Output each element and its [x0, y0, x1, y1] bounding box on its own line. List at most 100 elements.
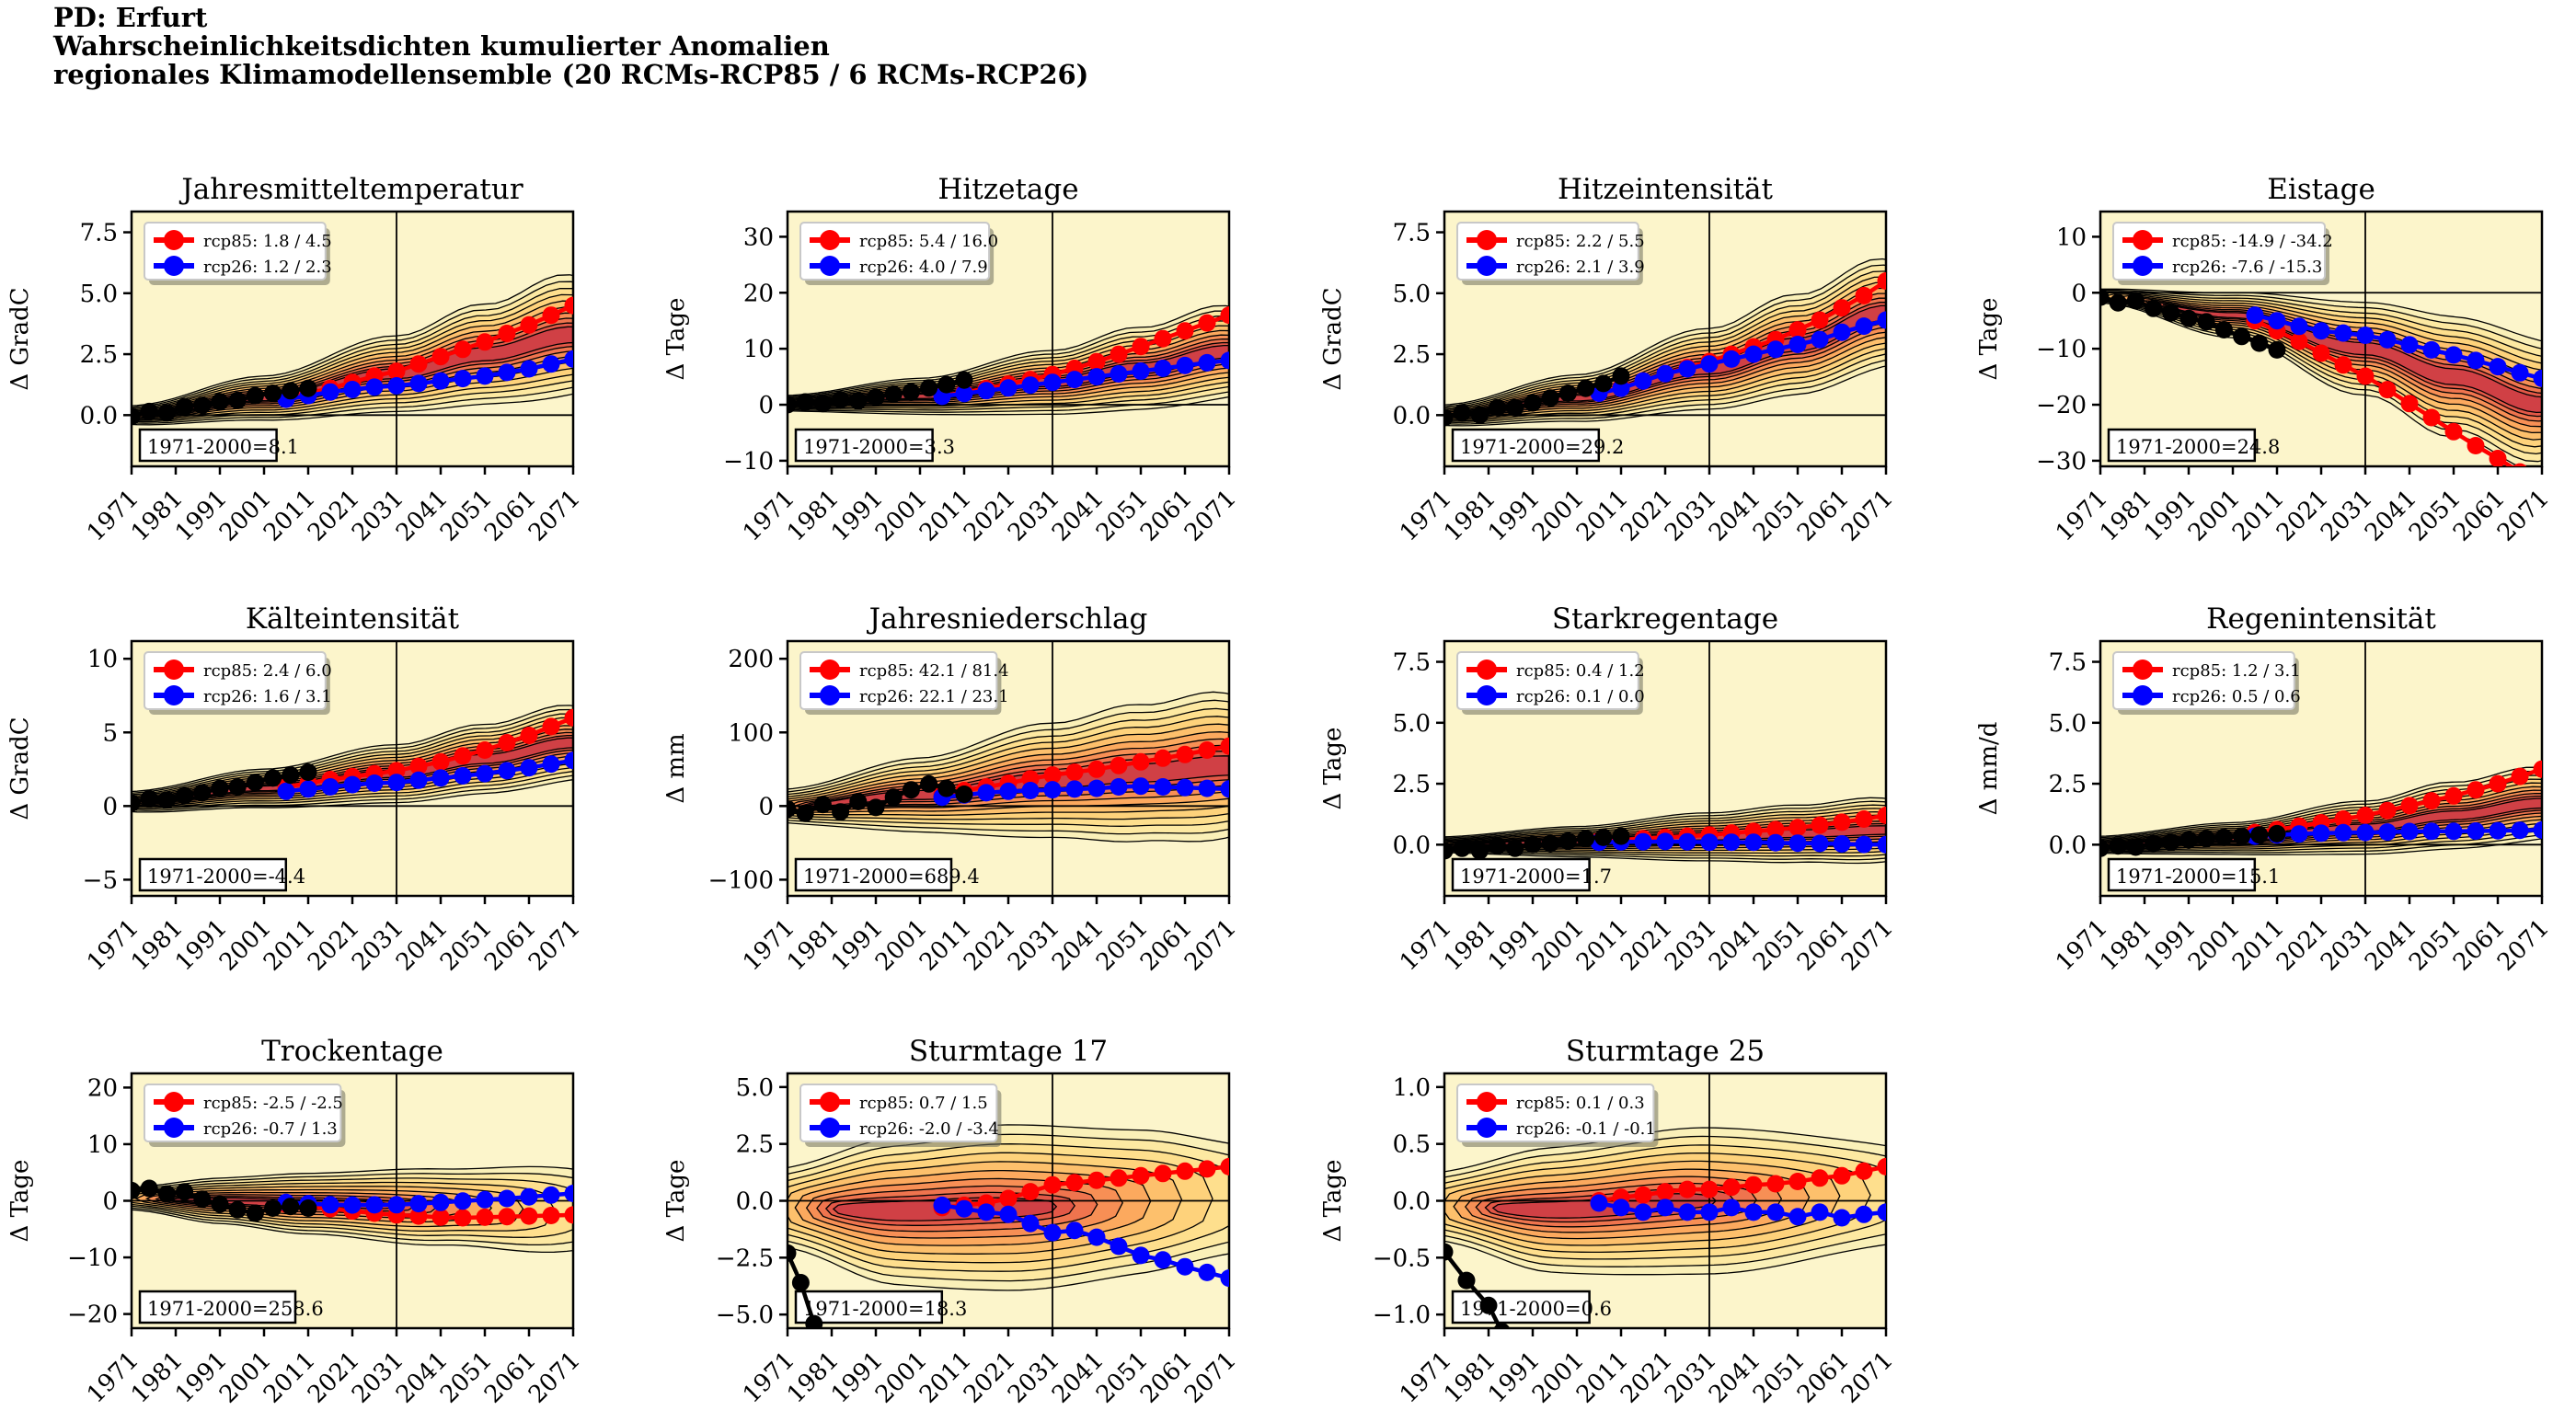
subplot-hitzetage: −100102030197119811991200120112021203120…	[662, 173, 1242, 547]
y-axis-label: Δ Tage	[1319, 1160, 1347, 1243]
rcp26-marker	[1722, 1198, 1741, 1217]
rcp85-marker	[564, 708, 573, 727]
observation-marker	[902, 781, 920, 799]
y-tick-label: −100	[708, 866, 774, 894]
y-tick-label: 2.5	[1393, 341, 1431, 369]
observation-marker	[282, 1198, 300, 1216]
subplot-title: Trockentage	[261, 1035, 443, 1068]
contour-band	[132, 306, 573, 419]
observation-marker	[937, 375, 956, 394]
rcp26-marker	[476, 367, 494, 385]
rcp85-marker	[498, 734, 516, 751]
y-axis-label: Δ Tage	[662, 298, 690, 381]
rcp26-marker	[1855, 1205, 1873, 1223]
legend: rcp85: 2.4 / 6.0 rcp26: 1.6 / 3.1	[144, 651, 332, 715]
rcp85-marker	[1043, 766, 1062, 785]
subplot-title: Eistage	[2267, 173, 2375, 206]
y-tick-label: −1.0	[1373, 1302, 1431, 1329]
rcp26-marker	[1021, 1214, 1040, 1233]
x-tick-label: 2071	[1179, 1347, 1242, 1409]
rcp85-marker	[2422, 792, 2441, 810]
observation-marker	[157, 791, 176, 809]
y-tick-label: 100	[728, 719, 774, 747]
rcp85-marker	[1877, 272, 1886, 290]
baseline-box: 1971-2000=15.1	[2107, 857, 2280, 892]
rcp26-marker	[1087, 1228, 1106, 1246]
legend: rcp85: 0.4 / 1.2 rcp26: 0.1 / 0.0	[1456, 651, 1645, 715]
baseline-label: 1971-2000=15.1	[2116, 866, 2280, 888]
rcp26-marker	[1766, 340, 1785, 359]
rcp85-marker	[1811, 1169, 1829, 1187]
baseline-label: 1971-2000=-4.4	[147, 866, 305, 888]
contour-band	[2131, 297, 2542, 428]
rcp26-marker	[2422, 340, 2441, 359]
rcp26-marker	[476, 1190, 494, 1209]
legend-rcp26-label: rcp26: 0.5 / 0.6	[2172, 687, 2301, 706]
rcp85-marker	[454, 1209, 472, 1227]
observation-marker	[2126, 838, 2145, 856]
rcp26-marker	[1087, 368, 1106, 386]
rcp26-marker	[454, 767, 472, 785]
rcp26-marker	[409, 374, 428, 393]
legend-rcp26-label: rcp26: -7.6 / -15.3	[2172, 258, 2322, 277]
rcp26-marker	[2489, 821, 2507, 840]
observation-marker	[2233, 327, 2251, 346]
rcp85-marker	[1766, 1175, 1785, 1193]
rcp85-marker	[476, 741, 494, 759]
observation-marker	[1506, 398, 1524, 417]
rcp85-marker	[2489, 450, 2507, 466]
observation-marker	[228, 1200, 247, 1219]
rcp26-marker	[955, 384, 973, 403]
observation-marker	[2197, 313, 2215, 331]
rcp26-marker	[1590, 1194, 1608, 1212]
rcp26-marker	[977, 784, 995, 802]
subplot-title: Hitzeintensität	[1558, 173, 1773, 206]
rcp26-marker	[321, 1196, 339, 1214]
rcp26-marker	[1766, 833, 1785, 852]
rcp85-marker	[1065, 1174, 1084, 1192]
observation-marker	[1470, 842, 1489, 860]
rcp26-marker	[1722, 350, 1741, 368]
y-tick-label: 20	[87, 1074, 118, 1102]
observation-marker	[813, 796, 832, 814]
observation-marker	[1558, 384, 1577, 402]
observation-marker	[299, 379, 317, 397]
observation-marker	[211, 779, 229, 797]
y-tick-label: 5	[102, 719, 118, 747]
rcp26-marker	[343, 381, 362, 398]
rcp26-marker	[387, 377, 406, 395]
observation-marker	[2268, 824, 2286, 843]
rcp26-marker	[2378, 330, 2397, 349]
y-axis-label: Δ Tage	[1319, 728, 1347, 810]
observation-marker	[1577, 830, 1595, 848]
rcp26-marker	[2290, 825, 2308, 843]
baseline-box: 1971-2000=18.3	[794, 1290, 967, 1325]
observation-marker	[1470, 406, 1489, 424]
rcp26-marker	[520, 360, 538, 378]
observation-marker	[849, 392, 868, 410]
rcp26-marker	[2356, 327, 2375, 344]
rcp85-marker	[1220, 306, 1229, 325]
series-layer	[788, 737, 1229, 822]
rcp85-marker	[1021, 1183, 1040, 1201]
observation-marker	[920, 774, 938, 793]
rcp26-marker	[542, 355, 560, 373]
rcp85-marker	[1198, 314, 1216, 332]
header-line-3: regionales Klimamodellensemble (20 RCMs-…	[53, 59, 1089, 90]
rcp85-marker	[1656, 1183, 1674, 1201]
observation-marker	[937, 779, 956, 797]
rcp26-marker	[1634, 1203, 1652, 1221]
legend-rcp85-label: rcp85: 1.2 / 3.1	[2172, 661, 2301, 681]
y-tick-label: 10	[2056, 224, 2087, 251]
baseline-label: 1971-2000=689.4	[803, 866, 980, 888]
rcp26-marker	[1220, 1269, 1229, 1288]
legend-rcp26-label: rcp26: 1.6 / 3.1	[203, 687, 332, 706]
series-layer	[132, 1179, 573, 1227]
rcp85-marker	[2312, 344, 2330, 362]
y-tick-label: 0.0	[2049, 831, 2087, 859]
rcp85-marker	[1154, 1164, 1172, 1183]
observation-marker	[1489, 837, 1507, 855]
rcp26-marker	[1678, 360, 1696, 378]
rcp26-marker	[2312, 322, 2330, 340]
legend-rcp85-marker-icon	[164, 1092, 184, 1112]
